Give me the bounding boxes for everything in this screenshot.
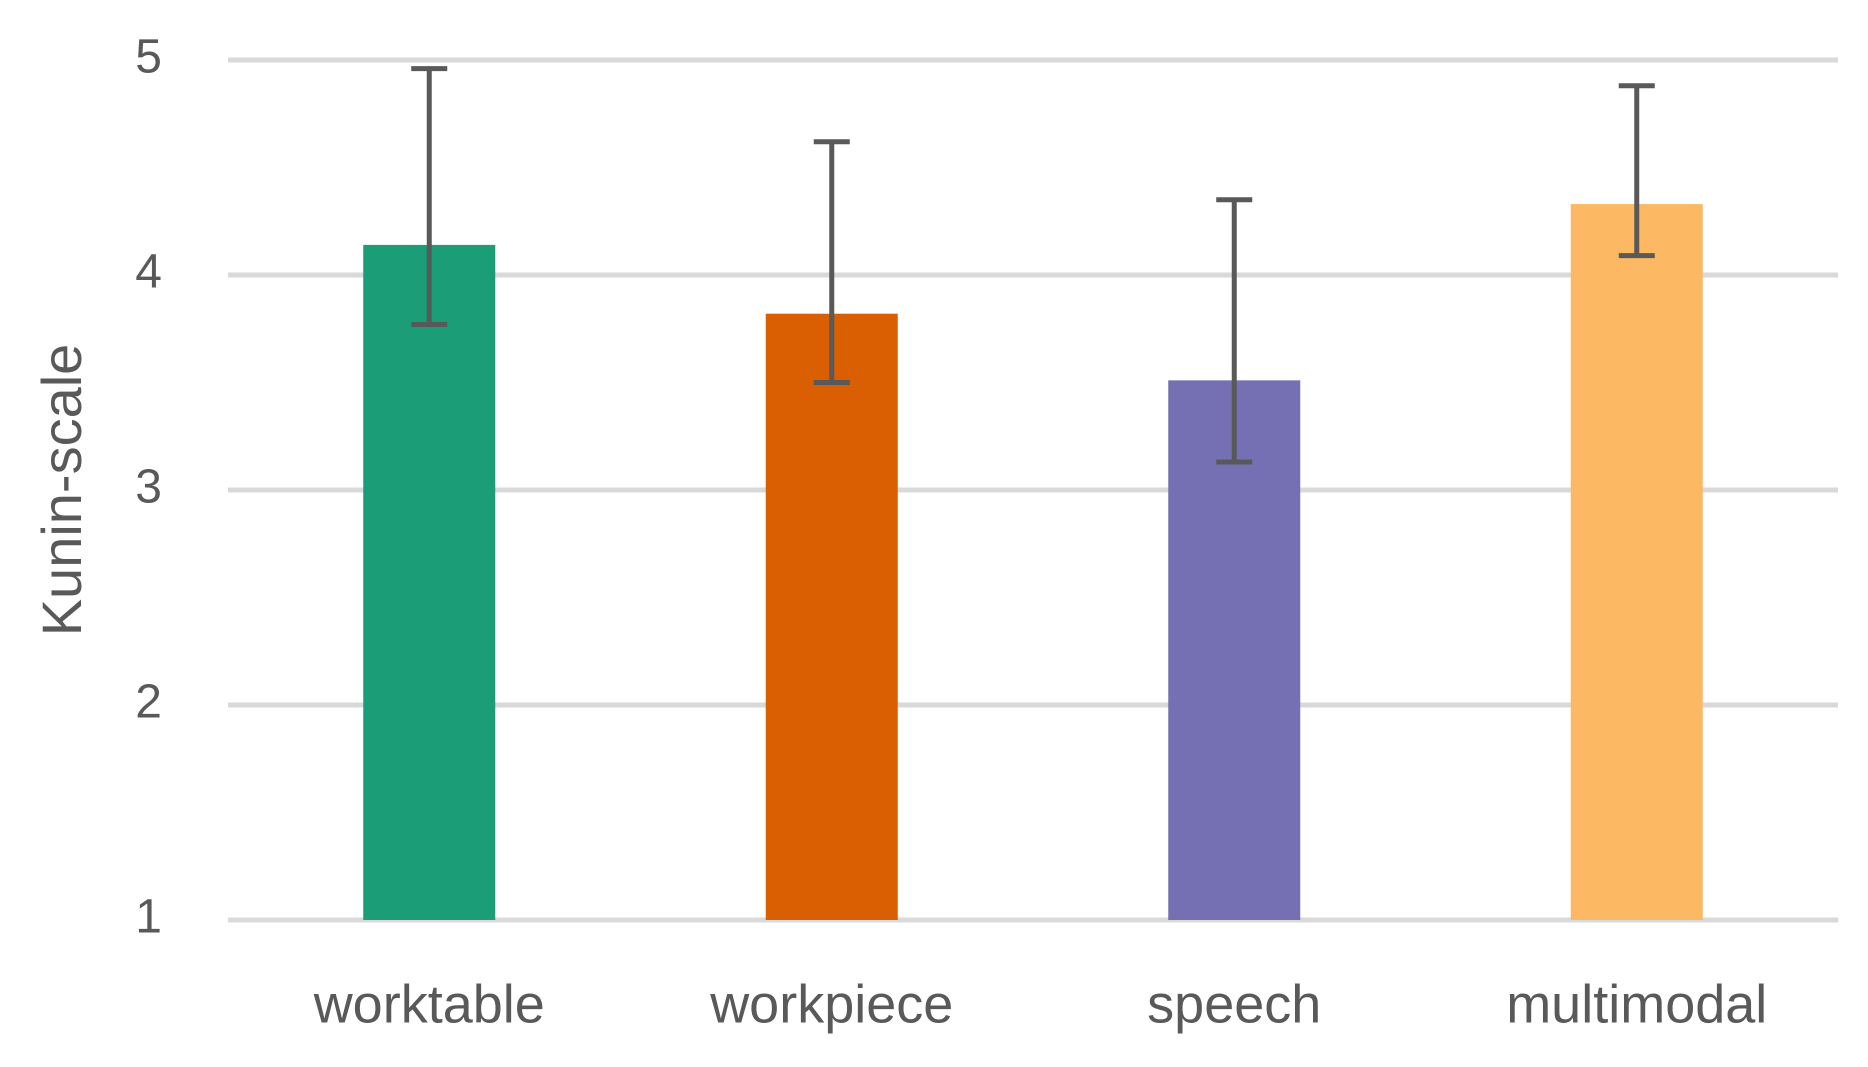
y-tick-label: 5 — [135, 31, 162, 84]
y-tick-label: 2 — [135, 676, 162, 729]
x-tick-label: multimodal — [1506, 974, 1767, 1034]
bar — [765, 313, 898, 920]
y-axis-title: Kunin-scale — [30, 344, 93, 637]
x-tick-label: speech — [1147, 974, 1321, 1034]
y-tick-label: 1 — [135, 891, 162, 944]
x-tick-label: workpiece — [709, 974, 953, 1034]
x-tick-label: worktable — [313, 974, 545, 1034]
y-tick-label: 4 — [135, 246, 162, 299]
bar — [363, 244, 496, 920]
y-tick-label: 3 — [135, 461, 162, 514]
bar — [1168, 380, 1301, 921]
bar — [1570, 204, 1703, 921]
